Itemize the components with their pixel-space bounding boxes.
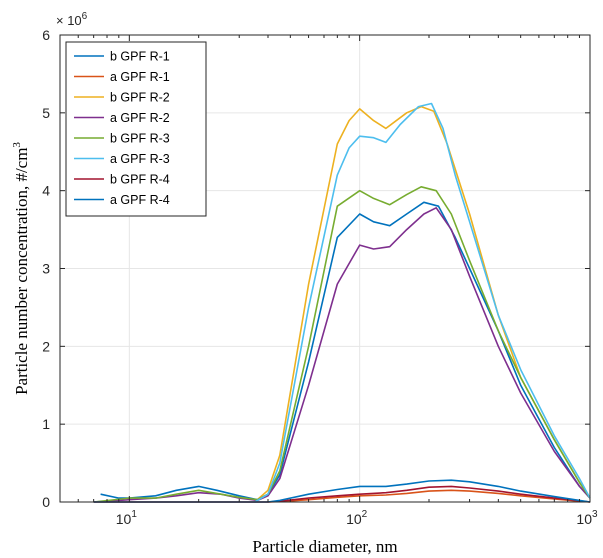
legend-label: a GPF R-3 (110, 152, 170, 166)
y-tick-label: 2 (42, 338, 50, 354)
y-tick-label: 3 (42, 261, 50, 277)
y-tick-label: 0 (42, 494, 50, 510)
x-tick-label: 102 (346, 509, 368, 527)
legend-label: b GPF R-4 (110, 173, 170, 187)
x-tick-label: 103 (576, 509, 598, 527)
series-line-4 (93, 207, 591, 503)
legend-label: a GPF R-4 (110, 193, 170, 207)
legend-label: a GPF R-2 (110, 111, 170, 125)
y-tick-label: 1 (42, 416, 50, 432)
legend: b GPF R-1 a GPF R-1 b GPF R-2 a GPF R-2 b GP… (65, 41, 207, 217)
x-axis-label: Particle diameter, nm (252, 537, 397, 556)
y-exponent-label: × 106 (56, 11, 88, 28)
series-line-5 (93, 186, 591, 503)
legend-label: b GPF R-1 (110, 50, 170, 64)
axes: 0 1 2 3 4 5 6 101 102 103 × 106 Particle diameter, … (11, 11, 598, 556)
legend-box (65, 41, 207, 217)
y-tick-label: 6 (42, 27, 50, 43)
y-axis-label: Particle number concentration, #/cm3 (11, 142, 31, 395)
legend-label: a GPF R-1 (110, 70, 170, 84)
legend-label: b GPF R-3 (110, 132, 170, 146)
x-tick-label: 101 (116, 509, 138, 527)
legend-label: b GPF R-2 (110, 91, 170, 105)
y-tick-label: 4 (42, 183, 50, 199)
y-tick-label: 5 (42, 105, 50, 121)
series-line-6 (254, 102, 591, 503)
